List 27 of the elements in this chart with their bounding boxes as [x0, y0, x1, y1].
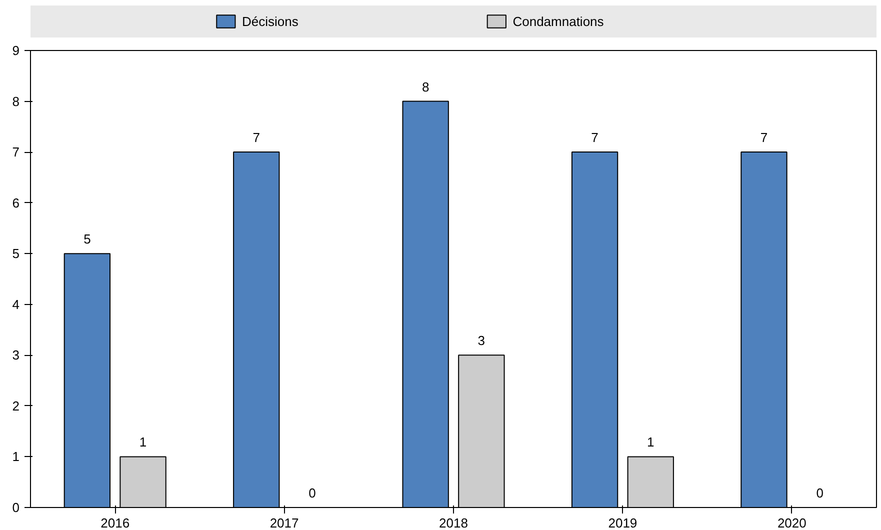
x-tick-label: 2016: [100, 516, 130, 530]
y-tick-label: 4: [12, 296, 20, 312]
y-tick-label: 9: [12, 43, 20, 58]
data-label: 0: [308, 486, 316, 500]
data-label: 3: [478, 333, 486, 348]
data-label: 5: [84, 232, 91, 247]
y-tick-label: 6: [12, 195, 20, 210]
data-label: 0: [816, 486, 824, 500]
legend-label: Décisions: [242, 14, 299, 29]
y-tick-label: 5: [12, 246, 20, 262]
y-tick-label: 7: [12, 144, 20, 160]
y-tick-label: 1: [12, 449, 20, 464]
x-tick-label: 2020: [777, 516, 806, 530]
data-label: 7: [591, 130, 598, 146]
x-tick-label: 2017: [270, 516, 299, 530]
data-label: 1: [647, 434, 654, 450]
y-tick-label: 3: [12, 348, 20, 363]
data-label: 1: [139, 434, 147, 450]
legend-label: Condamnations: [512, 14, 604, 29]
data-label: 7: [760, 130, 768, 146]
data-label: 8: [422, 79, 430, 94]
data-label: 7: [252, 130, 260, 146]
y-tick-label: 2: [12, 398, 20, 414]
y-tick-label: 8: [12, 94, 20, 109]
x-tick-label: 2018: [439, 516, 468, 530]
x-tick-label: 2019: [608, 516, 638, 530]
y-tick-label: 0: [12, 500, 20, 515]
